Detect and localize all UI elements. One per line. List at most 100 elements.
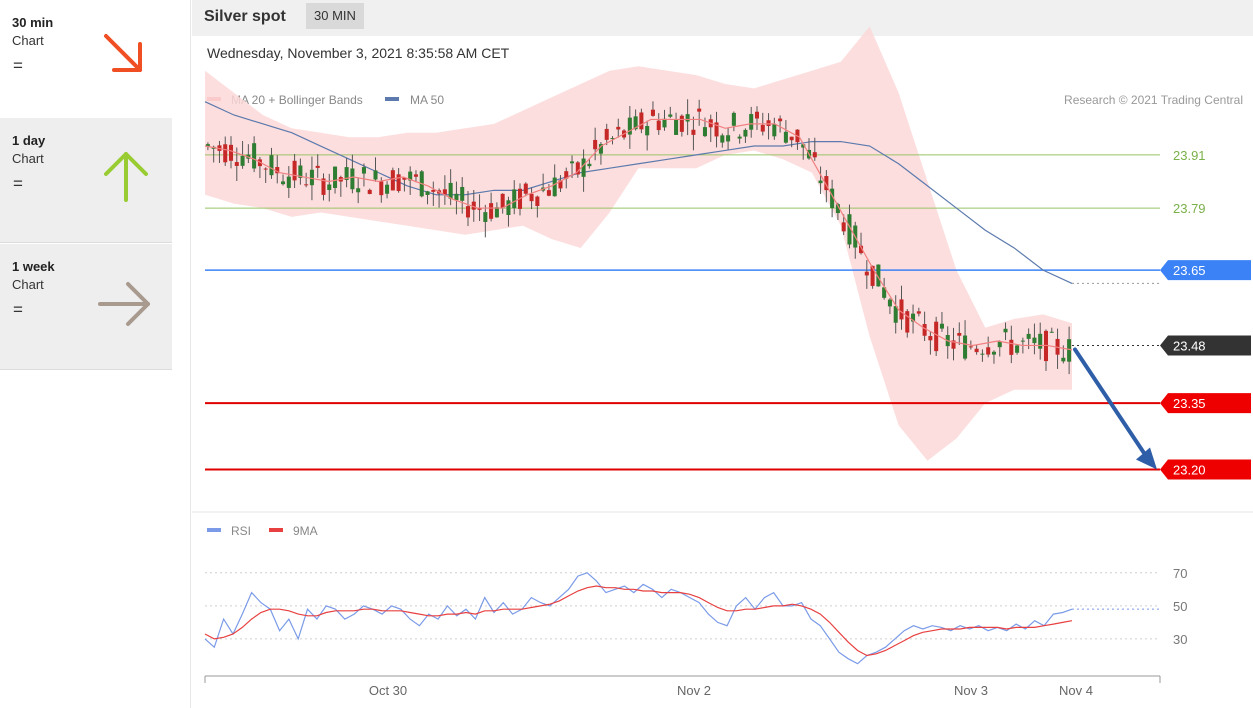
candle-body — [448, 182, 453, 199]
candle-body — [275, 167, 280, 174]
level-label: 23.79 — [1173, 201, 1206, 216]
candle-body — [315, 165, 320, 168]
level-label: 23.91 — [1173, 148, 1206, 163]
candle-body — [991, 351, 996, 355]
candle-body — [529, 193, 534, 202]
candle-body — [939, 323, 944, 329]
candle-body — [726, 135, 731, 142]
candle-body — [292, 160, 297, 181]
candle-body — [674, 119, 679, 135]
candle-body — [957, 333, 962, 336]
level-label: 23.35 — [1173, 396, 1206, 411]
rsi-plot: 70 50 30 — [204, 566, 1187, 665]
arrow-right-icon — [98, 282, 150, 326]
candle-body — [454, 193, 459, 201]
candle-body — [344, 167, 349, 181]
candle-body — [483, 212, 488, 222]
candle-body — [650, 109, 655, 116]
x-tick-label: Nov 2 — [677, 683, 711, 698]
level-tag — [1160, 335, 1251, 356]
candle-body — [570, 161, 575, 164]
timeframe-30min[interactable]: 30 min Chart = — [0, 0, 172, 124]
candle-body — [801, 144, 806, 148]
timeframe-name: 1 week — [12, 259, 55, 274]
level-tag — [1160, 260, 1251, 281]
candle-body — [968, 346, 973, 348]
candle-body — [783, 131, 788, 143]
candle-body — [760, 124, 765, 132]
timeframe-1day[interactable]: 1 day Chart = — [0, 118, 172, 243]
candle-body — [720, 135, 725, 143]
candle-body — [228, 144, 234, 161]
rsi-line — [204, 572, 1073, 665]
rsi-tick-label: 70 — [1173, 566, 1187, 581]
candle-body — [616, 126, 621, 130]
x-tick-label: Nov 4 — [1059, 683, 1093, 698]
chart-header: Silver spot 30 MIN — [192, 0, 1253, 36]
timeframe-value: = — [13, 174, 23, 193]
x-axis: Oct 30 Nov 2 Nov 3 Nov 4 — [204, 675, 1161, 698]
ma50-legend-label: MA 50 — [410, 93, 444, 107]
candle-body — [281, 181, 286, 185]
candle-body — [847, 214, 852, 245]
candle-body — [824, 176, 829, 191]
candle-body — [893, 306, 898, 323]
candle-body — [425, 191, 430, 195]
candle-body — [702, 127, 707, 137]
candle-body — [899, 299, 904, 320]
forecast-arrow — [1073, 347, 1149, 460]
candle-body — [812, 152, 817, 158]
candle-body — [263, 168, 268, 170]
chart-credit: Research © 2021 Trading Central — [1064, 93, 1243, 107]
candle-body — [887, 299, 892, 307]
level-label: 23.48 — [1173, 338, 1206, 353]
candle-body — [610, 138, 615, 140]
candle-body — [408, 171, 413, 181]
candle-body — [679, 115, 684, 132]
candle-body — [1067, 339, 1072, 362]
candle-body — [506, 200, 511, 216]
candle-body — [1049, 331, 1054, 333]
candle-body — [234, 162, 239, 166]
candle-body — [298, 165, 303, 178]
level-tag — [1160, 459, 1251, 480]
candle-body — [350, 168, 355, 190]
candle-body — [564, 171, 569, 179]
arrow-down-right-icon — [104, 34, 142, 72]
candle-body — [986, 347, 991, 355]
candle-body — [685, 114, 690, 122]
candle-body — [327, 184, 332, 191]
candle-body — [697, 108, 702, 112]
candle-body — [754, 111, 760, 119]
x-tick-label: Oct 30 — [369, 683, 407, 698]
timeframe-name: 1 day — [12, 133, 46, 148]
chart-date: Wednesday, November 3, 2021 8:35:58 AM C… — [207, 45, 510, 61]
candle-body — [460, 186, 465, 201]
candle-body — [535, 196, 540, 206]
timeframe-1week[interactable]: 1 week Chart = — [0, 244, 172, 370]
candle-body — [1032, 337, 1037, 344]
bollinger-band — [205, 26, 1072, 461]
candle-body — [743, 129, 748, 137]
timeframe-sub: Chart — [12, 151, 44, 166]
candle-body — [223, 144, 228, 163]
x-tick-label: Nov 3 — [954, 683, 988, 698]
candle-body — [494, 207, 499, 218]
candle-body — [766, 120, 771, 126]
candle-body — [627, 117, 632, 135]
ma20-legend-label: MA 20 + Bollinger Bands — [231, 93, 363, 107]
timeframe-sub: Chart — [12, 277, 44, 292]
candle-body — [581, 158, 586, 177]
instrument-title: Silver spot — [204, 8, 286, 25]
candle-body — [552, 177, 557, 197]
candle-body — [778, 118, 783, 122]
ma50-legend-swatch — [385, 97, 399, 101]
candle-body — [252, 143, 257, 169]
timeframe-badge[interactable]: 30 MIN — [306, 3, 364, 29]
candle-body — [205, 144, 210, 147]
candle-body — [997, 341, 1002, 348]
candle-body — [465, 206, 471, 218]
candle-body — [367, 189, 372, 194]
candle-body — [558, 180, 563, 189]
candle-body — [922, 324, 927, 336]
